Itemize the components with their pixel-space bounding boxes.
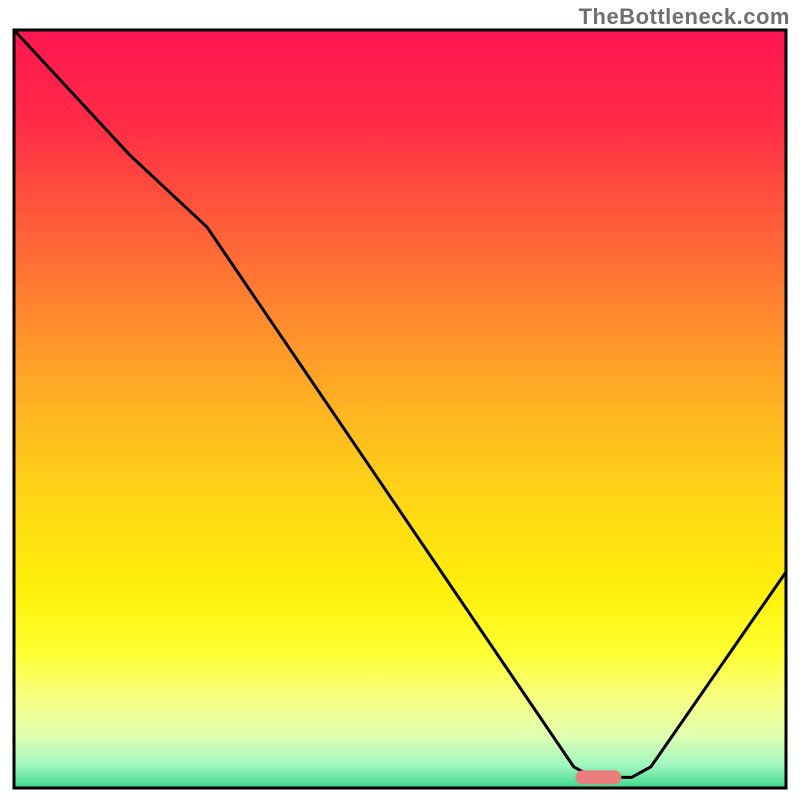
chart-container: TheBottleneck.com (0, 0, 800, 800)
optimal-marker (575, 770, 621, 784)
watermark-text: TheBottleneck.com (579, 4, 790, 30)
plot-background (14, 30, 786, 788)
bottleneck-chart (0, 0, 800, 800)
